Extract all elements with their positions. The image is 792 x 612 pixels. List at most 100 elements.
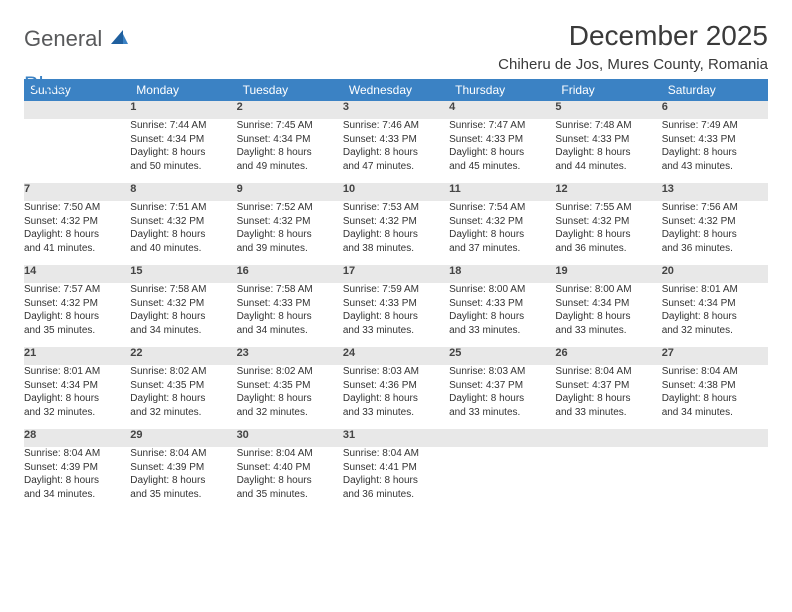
sunrise-text: Sunrise: 7:56 AM: [662, 201, 768, 215]
day-content-cell: Sunrise: 7:51 AMSunset: 4:32 PMDaylight:…: [130, 201, 236, 265]
daylight-text: and 39 minutes.: [237, 242, 343, 256]
weekday-header: Monday: [130, 79, 236, 101]
daylight-text: Daylight: 8 hours: [130, 392, 236, 406]
day-content-cell: [449, 447, 555, 511]
sunset-text: Sunset: 4:34 PM: [130, 133, 236, 147]
day-content-row: Sunrise: 7:44 AMSunset: 4:34 PM Daylight:…: [24, 119, 768, 183]
sunrise-text: Sunrise: 7:46 AM: [343, 119, 449, 133]
day-content-cell: Sunrise: 7:58 AMSunset: 4:33 PMDaylight:…: [237, 283, 343, 347]
day-number-cell: 17: [343, 265, 449, 283]
day-content-cell: Sunrise: 8:00 AMSunset: 4:33 PMDaylight:…: [449, 283, 555, 347]
daylight-text: and 33 minutes.: [449, 324, 555, 338]
day-number-cell: 22: [130, 347, 236, 365]
day-content-cell: Sunrise: 8:04 AMSunset: 4:41 PMDaylight:…: [343, 447, 449, 511]
daylight-text: and 35 minutes.: [24, 324, 130, 338]
sunset-text: Sunset: 4:32 PM: [130, 215, 236, 229]
daylight-text: Daylight: 8 hours: [449, 310, 555, 324]
day-number-cell: 31: [343, 429, 449, 447]
daylight-text: and 50 minutes.: [130, 160, 236, 174]
day-number-cell: 26: [555, 347, 661, 365]
sunrise-text: Sunrise: 8:01 AM: [662, 283, 768, 297]
daylight-text: and 44 minutes.: [555, 160, 661, 174]
sunrise-text: Sunrise: 7:58 AM: [237, 283, 343, 297]
day-number-cell: 16: [237, 265, 343, 283]
sunrise-text: Sunrise: 8:03 AM: [449, 365, 555, 379]
weekday-header: Tuesday: [237, 79, 343, 101]
sunset-text: Sunset: 4:33 PM: [449, 297, 555, 311]
sunrise-text: Sunrise: 7:51 AM: [130, 201, 236, 215]
day-number-cell: 9: [237, 183, 343, 201]
daylight-text: Daylight: 8 hours: [24, 228, 130, 242]
day-number-cell: 29: [130, 429, 236, 447]
sunset-text: Sunset: 4:33 PM: [343, 297, 449, 311]
day-content-cell: Sunrise: 7:55 AMSunset: 4:32 PMDaylight:…: [555, 201, 661, 265]
day-number-cell: 24: [343, 347, 449, 365]
day-number-cell: 15: [130, 265, 236, 283]
sunset-text: Sunset: 4:32 PM: [24, 297, 130, 311]
daylight-text: Daylight: 8 hours: [555, 228, 661, 242]
sunset-text: Sunset: 4:34 PM: [237, 133, 343, 147]
sunset-text: Sunset: 4:32 PM: [555, 215, 661, 229]
sunrise-text: Sunrise: 8:04 AM: [237, 447, 343, 461]
sunset-text: Sunset: 4:32 PM: [662, 215, 768, 229]
location-text: Chiheru de Jos, Mures County, Romania: [498, 56, 768, 73]
daylight-text: and 43 minutes.: [662, 160, 768, 174]
daynum-row: 28293031: [24, 429, 768, 447]
day-content-cell: Sunrise: 7:45 AMSunset: 4:34 PMDaylight:…: [237, 119, 343, 183]
daynum-row: 21222324252627: [24, 347, 768, 365]
logo-text-blue: Blue: [24, 72, 68, 98]
sunrise-text: Sunrise: 7:55 AM: [555, 201, 661, 215]
day-content-cell: Sunrise: 7:44 AMSunset: 4:34 PMDaylight:…: [130, 119, 236, 183]
day-content-row: Sunrise: 8:01 AMSunset: 4:34 PMDaylight:…: [24, 365, 768, 429]
day-content-cell: Sunrise: 7:58 AMSunset: 4:32 PMDaylight:…: [130, 283, 236, 347]
day-content-cell: [24, 119, 130, 183]
daynum-row: 123456: [24, 101, 768, 119]
day-content-cell: Sunrise: 8:04 AMSunset: 4:39 PMDaylight:…: [130, 447, 236, 511]
day-number-cell: 18: [449, 265, 555, 283]
weekday-header-row: Sunday Monday Tuesday Wednesday Thursday…: [24, 79, 768, 101]
daylight-text: and 33 minutes.: [555, 406, 661, 420]
daylight-text: and 33 minutes.: [449, 406, 555, 420]
day-content-cell: Sunrise: 7:57 AMSunset: 4:32 PMDaylight:…: [24, 283, 130, 347]
day-number-cell: 2: [237, 101, 343, 119]
day-number-cell: 19: [555, 265, 661, 283]
sunrise-text: Sunrise: 8:04 AM: [662, 365, 768, 379]
sunset-text: Sunset: 4:35 PM: [237, 379, 343, 393]
sunset-text: Sunset: 4:33 PM: [449, 133, 555, 147]
day-content-cell: Sunrise: 7:48 AMSunset: 4:33 PMDaylight:…: [555, 119, 661, 183]
daylight-text: Daylight: 8 hours: [662, 392, 768, 406]
sunrise-text: Sunrise: 8:03 AM: [343, 365, 449, 379]
day-number-cell: 27: [662, 347, 768, 365]
sunset-text: Sunset: 4:32 PM: [24, 215, 130, 229]
logo-sail-icon: [109, 33, 129, 50]
day-content-cell: Sunrise: 7:52 AMSunset: 4:32 PMDaylight:…: [237, 201, 343, 265]
sunrise-text: Sunrise: 7:44 AM: [130, 119, 236, 133]
day-number-cell: 5: [555, 101, 661, 119]
day-number-cell: 11: [449, 183, 555, 201]
day-content-cell: Sunrise: 8:04 AMSunset: 4:37 PMDaylight:…: [555, 365, 661, 429]
sunrise-text: Sunrise: 8:00 AM: [449, 283, 555, 297]
daylight-text: Daylight: 8 hours: [662, 146, 768, 160]
sunrise-text: Sunrise: 8:04 AM: [555, 365, 661, 379]
day-number-cell: 13: [662, 183, 768, 201]
day-number-cell: 20: [662, 265, 768, 283]
sunset-text: Sunset: 4:32 PM: [130, 297, 236, 311]
daylight-text: Daylight: 8 hours: [555, 146, 661, 160]
daylight-text: and 41 minutes.: [24, 242, 130, 256]
day-number-cell: [662, 429, 768, 447]
sunrise-text: Sunrise: 7:50 AM: [24, 201, 130, 215]
sunrise-text: Sunrise: 8:04 AM: [130, 447, 236, 461]
daylight-text: Daylight: 8 hours: [343, 228, 449, 242]
sunset-text: Sunset: 4:40 PM: [237, 461, 343, 475]
day-number-cell: 8: [130, 183, 236, 201]
calendar-table: Sunday Monday Tuesday Wednesday Thursday…: [24, 79, 768, 511]
sunrise-text: Sunrise: 7:57 AM: [24, 283, 130, 297]
day-content-row: Sunrise: 7:57 AMSunset: 4:32 PM Daylight:…: [24, 283, 768, 347]
daylight-text: Daylight: 8 hours: [662, 310, 768, 324]
day-content-cell: Sunrise: 8:02 AMSunset: 4:35 PMDaylight:…: [237, 365, 343, 429]
sunrise-text: Sunrise: 8:00 AM: [555, 283, 661, 297]
daylight-text: and 34 minutes.: [662, 406, 768, 420]
daylight-text: and 33 minutes.: [555, 324, 661, 338]
daylight-text: and 32 minutes.: [24, 406, 130, 420]
sunset-text: Sunset: 4:37 PM: [449, 379, 555, 393]
